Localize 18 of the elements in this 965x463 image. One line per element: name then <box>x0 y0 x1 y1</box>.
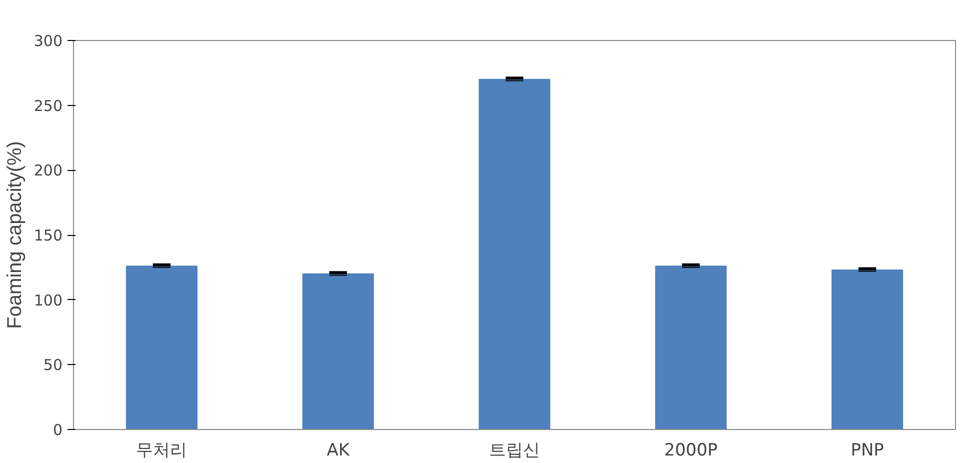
y-tick-label: 300 <box>34 32 63 50</box>
y-tick-label: 150 <box>34 226 63 244</box>
y-tick-label: 0 <box>52 421 63 439</box>
bar <box>655 266 727 430</box>
x-tick-label: 무처리 <box>136 440 188 460</box>
y-tick-label: 50 <box>43 356 63 374</box>
x-tick-label: PNP <box>850 440 884 460</box>
x-tick-label: 2000P <box>664 440 718 460</box>
bar <box>832 270 904 430</box>
x-tick-label: AK <box>326 440 350 460</box>
y-tick-label: 100 <box>34 291 63 310</box>
y-tick-label: 200 <box>34 162 63 180</box>
bar <box>478 78 550 430</box>
y-axis-title: Foaming capacity(%) <box>4 141 26 329</box>
bar <box>126 266 198 430</box>
bar <box>302 273 374 430</box>
x-tick-label: 트립신 <box>489 440 540 460</box>
y-tick-label: 250 <box>34 96 63 115</box>
